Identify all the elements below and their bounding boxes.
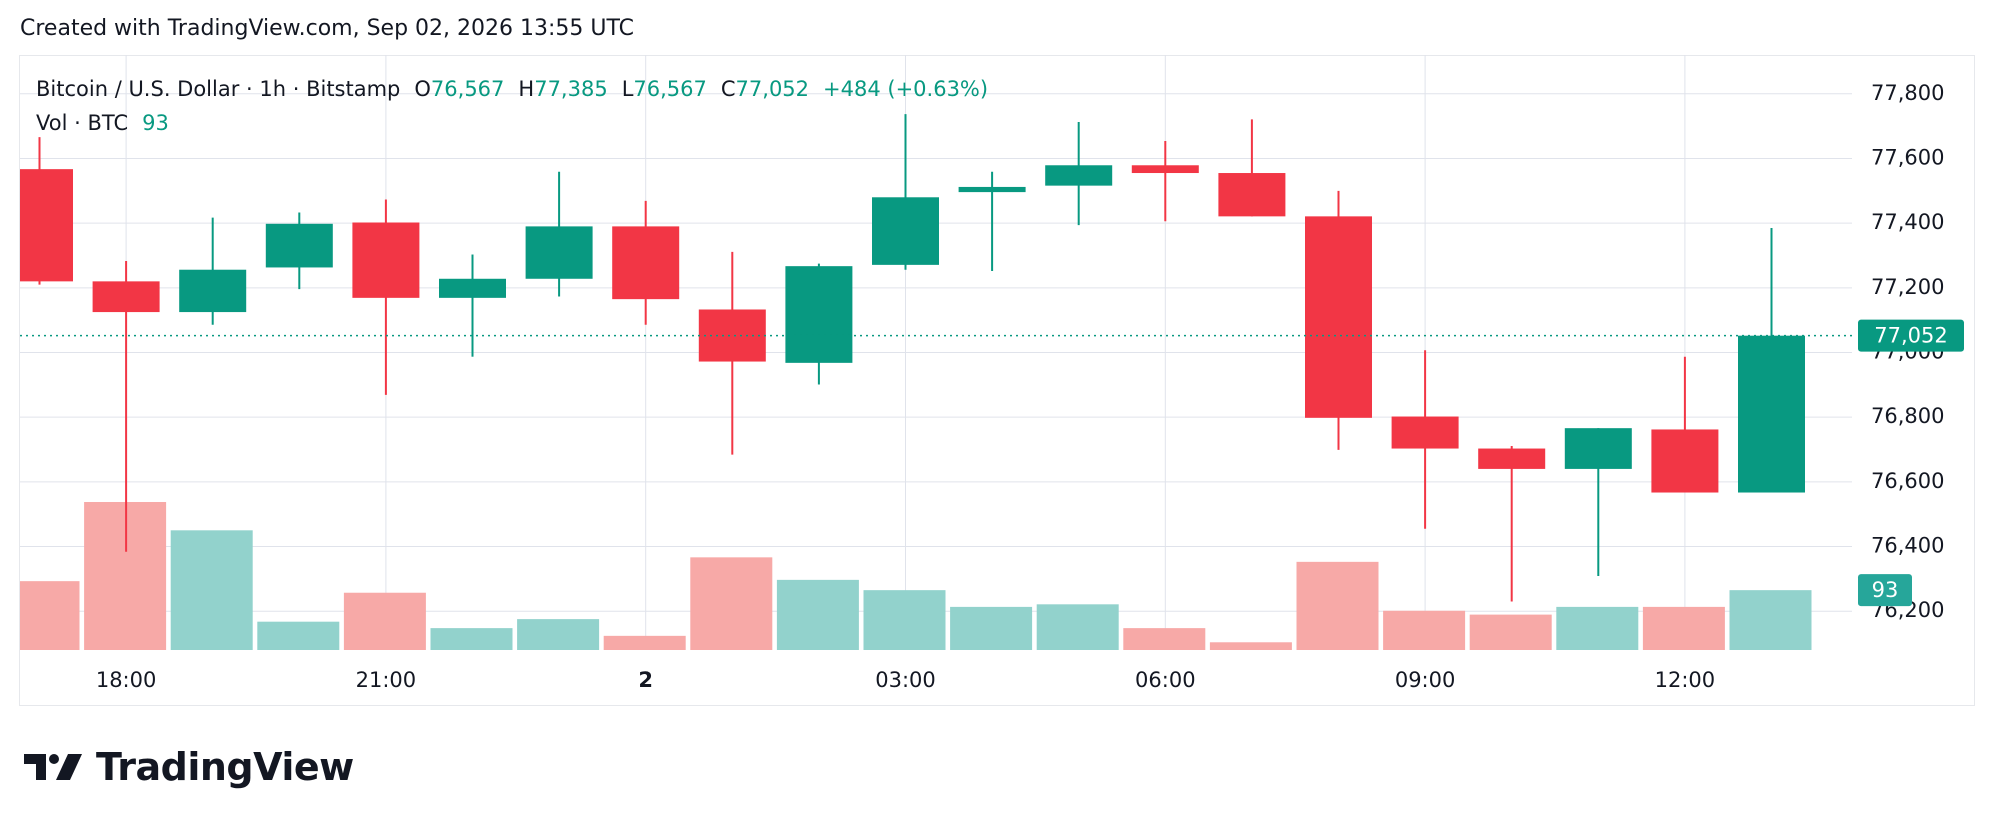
- volume-bar: [343, 592, 426, 650]
- candle-pane: [20, 114, 1852, 602]
- candle-body: [612, 226, 680, 300]
- volume-bar: [1729, 590, 1812, 650]
- ohlc-key: O: [414, 77, 431, 101]
- x-tick-label: 21:00: [356, 668, 417, 692]
- y-tick-label: 77,600: [1871, 145, 1944, 169]
- legend: Bitcoin / U.S. Dollar · 1h · Bitstamp O7…: [36, 72, 988, 140]
- ohlc-value: 76,567: [430, 77, 505, 101]
- volume-bar: [950, 606, 1033, 650]
- volume-name: Vol · BTC: [36, 111, 129, 135]
- price-tag: [1858, 319, 1964, 352]
- volume-bar: [170, 530, 253, 650]
- candle-body: [352, 222, 420, 298]
- ohlc-item: L76,567: [622, 77, 707, 101]
- symbol: Bitcoin / U.S. Dollar · 1h · Bitstamp: [36, 77, 401, 101]
- candle-body: [525, 226, 593, 279]
- candle-body: [179, 269, 247, 313]
- ohlc-key: C: [720, 77, 736, 101]
- volume-bar: [1123, 628, 1206, 650]
- ohlc-value: 76,567: [633, 77, 707, 101]
- y-tick-label: 76,400: [1871, 534, 1944, 558]
- candle-body: [1218, 173, 1286, 217]
- volume-bar: [1036, 604, 1119, 650]
- volume-bar: [517, 619, 600, 650]
- x-tick-label: 06:00: [1135, 668, 1196, 692]
- volume-bar: [603, 635, 686, 650]
- ohlc-value: 77,385: [534, 77, 608, 101]
- price-tag-label: 77,052: [1874, 324, 1947, 348]
- ohlc-key: H: [518, 77, 535, 101]
- x-tick-label: 18:00: [96, 668, 157, 692]
- x-tick-label: 2: [638, 668, 653, 692]
- legend-volume: Vol · BTC 93: [36, 106, 988, 140]
- logo-icon: [24, 754, 82, 780]
- volume-bar: [1642, 606, 1725, 650]
- y-tick-label: 76,600: [1871, 469, 1944, 493]
- volume-bar: [776, 579, 859, 650]
- candle-body: [1131, 165, 1199, 174]
- y-tick-label: 77,400: [1871, 210, 1944, 234]
- volume-bar: [1383, 610, 1466, 650]
- candle-body: [1738, 335, 1805, 493]
- candle-body: [1478, 448, 1546, 469]
- volume-tag: [1858, 574, 1912, 607]
- caption: Created with TradingView.com, Sep 02, 20…: [20, 16, 635, 41]
- ohlc-item: H77,385: [518, 77, 607, 101]
- volume-bar: [1296, 561, 1379, 650]
- chart-frame: [19, 55, 1975, 706]
- candle-body: [265, 223, 333, 268]
- candle-body: [92, 281, 160, 313]
- volume-bar: [863, 590, 946, 650]
- candle-body: [1045, 165, 1113, 186]
- ohlc-key: L: [621, 77, 634, 101]
- candle-body: [1391, 416, 1459, 449]
- volume-tag-label: 93: [1872, 578, 1899, 602]
- y-tick-label: 76,800: [1871, 404, 1944, 428]
- ohlc-value: 77,052: [735, 77, 810, 101]
- candle-body: [439, 278, 506, 298]
- logo-text: TradingView: [96, 745, 354, 789]
- volume-bar: [257, 621, 340, 650]
- volume-bar: [690, 557, 773, 650]
- candle-body: [698, 309, 766, 362]
- logo: TradingView: [24, 745, 354, 789]
- legend-price: Bitcoin / U.S. Dollar · 1h · Bitstamp O7…: [36, 72, 988, 106]
- volume-value: 93: [142, 111, 169, 135]
- change: +484 (+0.63%): [823, 77, 989, 101]
- x-tick-label: 12:00: [1655, 668, 1716, 692]
- volume-bar: [1209, 642, 1292, 650]
- candle-body: [872, 197, 939, 265]
- candle-body: [20, 169, 73, 282]
- volume-bar: [430, 628, 513, 650]
- ohlc-item: O76,567: [414, 77, 504, 101]
- candle-body: [1651, 429, 1719, 493]
- volume-bar: [1556, 606, 1639, 650]
- candle-body: [785, 266, 853, 363]
- x-tick-label: 03:00: [875, 668, 936, 692]
- x-tick-label: 09:00: [1395, 668, 1456, 692]
- y-tick-label: 77,200: [1871, 275, 1944, 299]
- candle-body: [1305, 216, 1372, 418]
- y-tick-label: 77,800: [1871, 81, 1944, 105]
- grid: [20, 55, 1852, 650]
- candle-body: [1564, 428, 1632, 469]
- volume-bar: [1469, 614, 1552, 650]
- axes: 76,20076,40076,60076,80077,00077,20077,4…: [96, 81, 1964, 692]
- ohlc-item: C77,052: [721, 77, 809, 101]
- volume-bar: [20, 581, 80, 650]
- candle-body: [958, 186, 1026, 193]
